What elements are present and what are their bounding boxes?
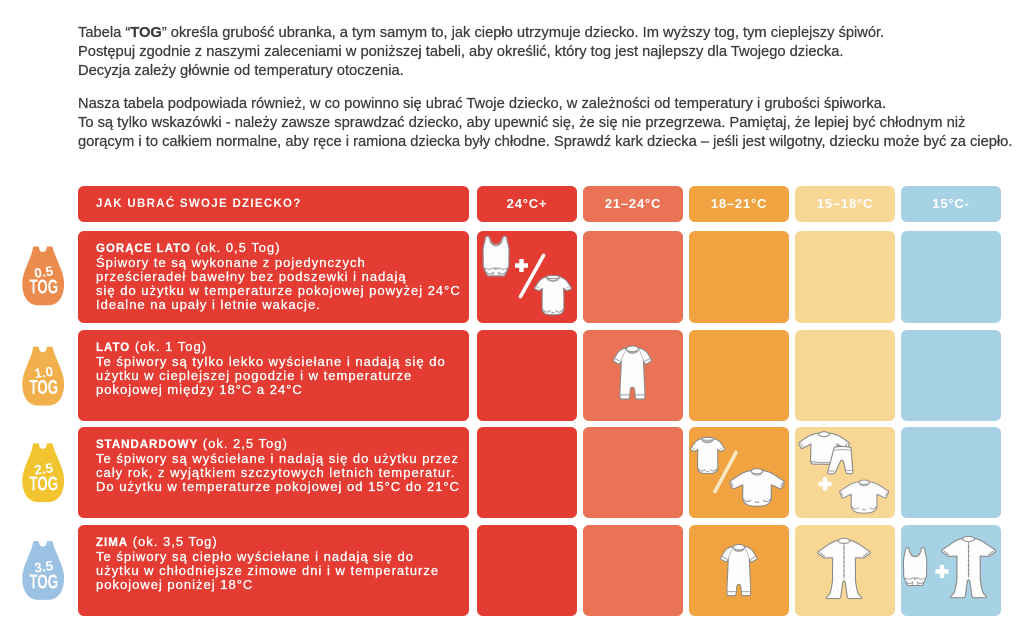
svg-text:TOG: TOG [30,473,59,496]
svg-text:TOG: TOG [30,570,59,593]
svg-text:1.0: 1.0 [33,364,54,381]
svg-text:TOG: TOG [30,276,59,299]
svg-text:2.5: 2.5 [33,460,54,478]
svg-text:TOG: TOG [30,376,59,399]
svg-text:0.5: 0.5 [33,263,54,281]
svg-text:3.5: 3.5 [33,558,54,576]
